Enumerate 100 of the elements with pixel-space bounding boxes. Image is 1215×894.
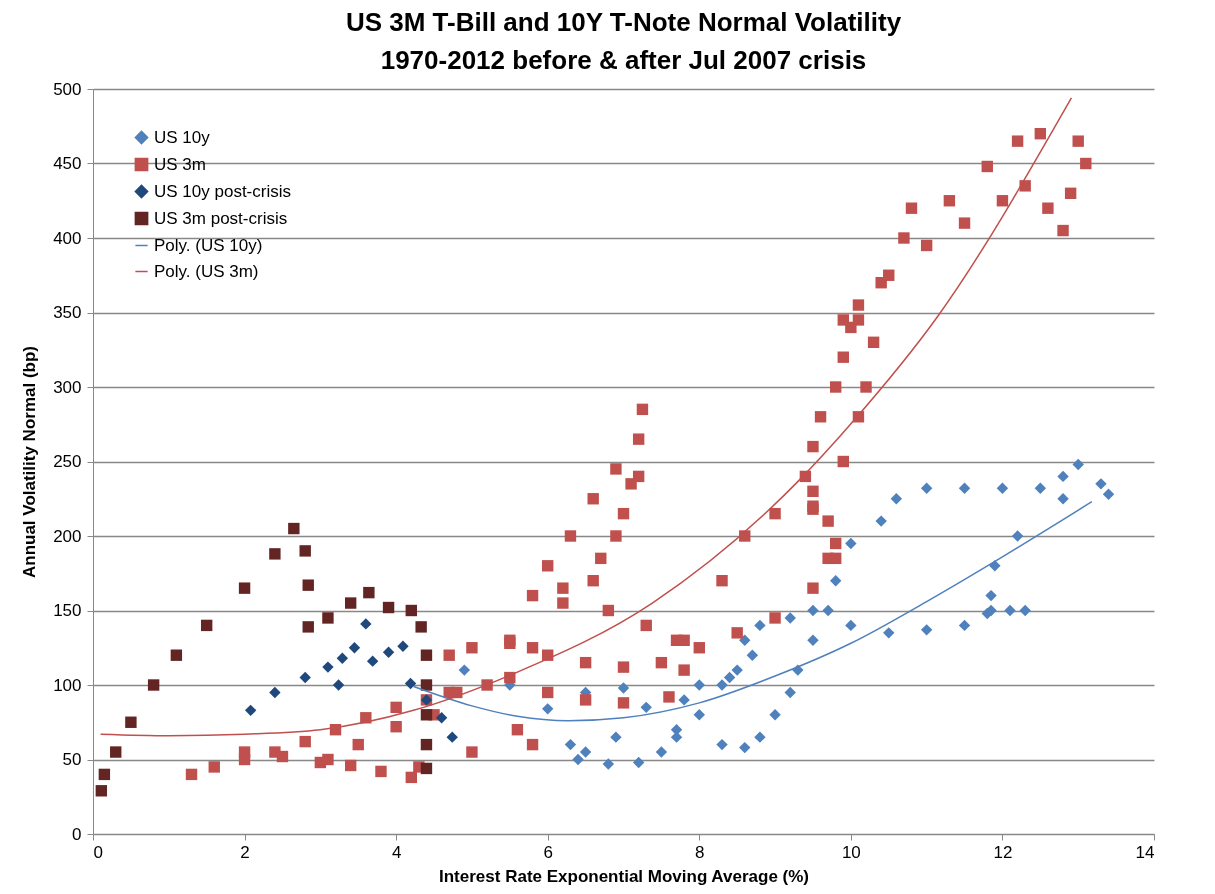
point	[1057, 493, 1069, 505]
point	[110, 746, 122, 758]
point	[415, 621, 427, 633]
point	[435, 712, 448, 724]
legend-label: Poly. (US 10y)	[154, 235, 263, 255]
point	[336, 652, 349, 664]
point	[147, 679, 160, 691]
point	[458, 664, 471, 676]
point	[1057, 470, 1069, 483]
legend-label: Poly. (US 3m)	[154, 261, 259, 281]
y-tick-label: 0	[72, 824, 82, 844]
point	[404, 677, 417, 690]
point	[244, 704, 257, 717]
point	[784, 612, 796, 624]
point	[890, 493, 903, 505]
legend-label: US 10y post-crisis	[154, 181, 291, 201]
x-tick-label: 4	[391, 842, 402, 862]
point	[1011, 530, 1024, 542]
point	[1019, 604, 1031, 617]
point	[420, 709, 433, 721]
y-tick-label: 50	[62, 750, 82, 769]
y-tick-label: 500	[53, 79, 82, 99]
point	[875, 515, 887, 527]
point	[405, 604, 417, 617]
point	[269, 686, 281, 699]
point	[360, 618, 372, 630]
point	[746, 649, 759, 661]
point	[1072, 458, 1084, 471]
point	[693, 679, 705, 691]
point	[1102, 488, 1115, 500]
point	[1034, 482, 1047, 495]
x-tick-label: 12	[993, 842, 1013, 862]
y-tick-label: 400	[53, 228, 82, 248]
legend-label: US 3m post-crisis	[154, 208, 288, 228]
point	[269, 548, 281, 560]
point	[632, 756, 645, 769]
line-series	[99, 97, 1073, 737]
point	[299, 671, 311, 684]
point	[830, 575, 842, 587]
point	[382, 646, 395, 658]
point	[366, 655, 379, 667]
point	[170, 649, 183, 661]
x-tick-label: 10	[841, 842, 861, 862]
point	[617, 682, 630, 694]
point	[1095, 478, 1107, 490]
y-tick-label: 450	[53, 154, 82, 173]
point	[985, 589, 997, 602]
point	[996, 482, 1009, 495]
point	[845, 537, 857, 550]
point	[822, 604, 834, 617]
point	[95, 785, 108, 797]
x-axis-title: Interest Rate Exponential Moving Average (%)	[439, 866, 809, 886]
point	[602, 758, 615, 770]
point	[420, 679, 433, 691]
point	[958, 619, 971, 632]
y-tick-label: 250	[53, 452, 82, 471]
point	[302, 621, 314, 633]
point	[238, 582, 251, 594]
point	[754, 731, 766, 743]
x-tick-label: 2	[240, 842, 250, 862]
point	[655, 746, 668, 758]
point	[784, 686, 796, 699]
point	[348, 642, 361, 654]
legend-label: US 10y	[154, 127, 211, 147]
x-tick-label: 0	[93, 842, 103, 862]
point	[382, 601, 395, 614]
point	[716, 738, 728, 751]
x-tick-label: 8	[695, 842, 705, 862]
point	[420, 762, 433, 775]
y-axis-title: Annual Volatility Normal (bp)	[20, 345, 40, 579]
y-tick-label: 100	[53, 675, 82, 695]
point	[920, 482, 933, 495]
point	[678, 694, 690, 706]
point	[716, 679, 728, 691]
point	[807, 634, 819, 646]
point	[363, 586, 375, 599]
point	[322, 661, 334, 673]
y-tick-label: 150	[53, 601, 82, 620]
point	[958, 482, 971, 495]
point	[542, 703, 554, 715]
point	[125, 716, 137, 728]
point	[302, 579, 314, 591]
point	[723, 671, 736, 684]
point	[572, 753, 584, 766]
point	[845, 619, 857, 632]
point	[883, 627, 895, 639]
point	[610, 731, 622, 743]
point	[322, 612, 334, 624]
point	[344, 597, 357, 609]
point	[288, 522, 300, 535]
y-tick-label: 200	[53, 526, 82, 546]
point	[920, 624, 933, 636]
x-tick-label: 6	[543, 842, 553, 862]
point	[397, 640, 409, 652]
legend-label: US 3m	[154, 154, 206, 174]
point	[420, 649, 433, 661]
point	[731, 664, 743, 676]
point	[564, 738, 577, 751]
point	[98, 768, 111, 781]
point	[739, 634, 751, 646]
